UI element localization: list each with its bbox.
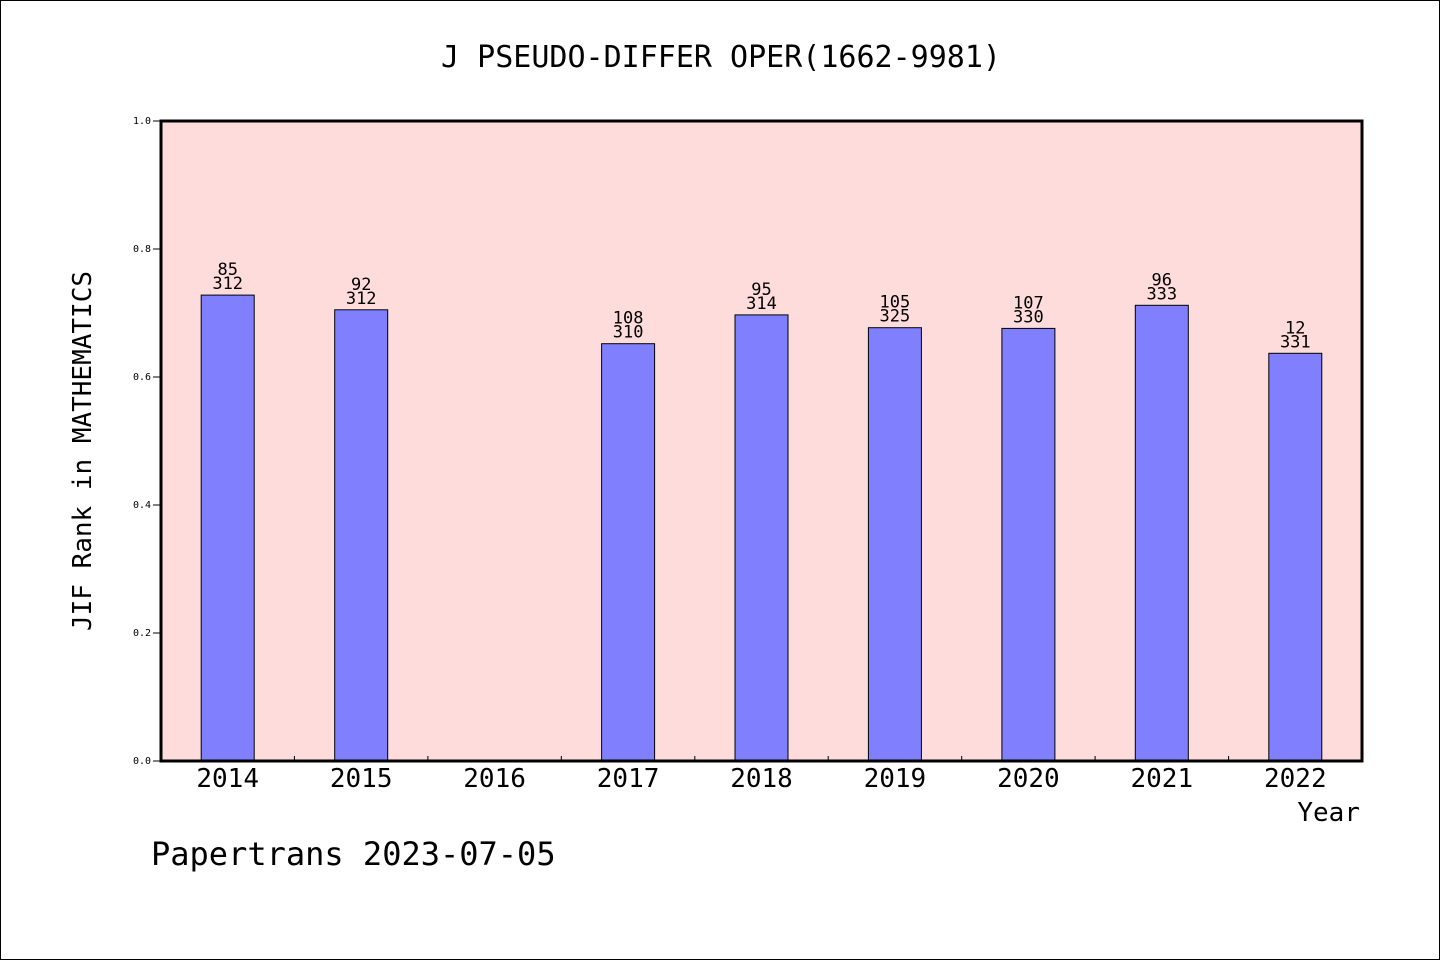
y-tick-label-0.4: 0.4	[133, 500, 151, 511]
total-label-2014: 312	[212, 274, 243, 294]
rank-label-2020: 107	[1013, 293, 1044, 313]
bar-2021	[1134, 304, 1189, 762]
x-tick-label-2016: 2016	[463, 764, 526, 794]
bar-2019	[867, 327, 922, 762]
x-tick-label-2021: 2021	[1130, 764, 1193, 794]
total-label-2015: 312	[346, 289, 377, 309]
y-axis-label: JIF Rank in MATHEMATICS	[68, 271, 98, 631]
x-axis: 2014 2015 2016 2017 2018 2019 2020 2021 2022	[196, 756, 1327, 794]
bar-2018	[734, 314, 789, 762]
x-tick-label-2017: 2017	[597, 764, 660, 794]
x-tick-label-2014: 2014	[196, 764, 259, 794]
bar-2017	[601, 343, 656, 762]
x-tick-label-2022: 2022	[1264, 764, 1327, 794]
rank-label-2018: 95	[751, 280, 771, 300]
chart-title: J PSEUDO-DIFFER OPER(1662-9981)	[441, 40, 1001, 75]
rank-label-2021: 96	[1152, 270, 1172, 290]
y-tick-label-0.8: 0.8	[133, 244, 151, 255]
x-tick-label-2015: 2015	[330, 764, 393, 794]
bars-group	[200, 294, 1323, 762]
rank-label-2019: 105	[880, 293, 911, 313]
y-axis: 0.0 0.2 0.4 0.6 0.8 1.0	[133, 116, 161, 767]
total-label-2018: 314	[746, 294, 777, 314]
y-tick-label-0.6: 0.6	[133, 372, 151, 383]
footer-credit: Papertrans 2023-07-05	[151, 835, 556, 873]
x-tick-label-2019: 2019	[864, 764, 927, 794]
x-axis-label: Year	[1297, 798, 1360, 828]
x-tick-label-2020: 2020	[997, 764, 1060, 794]
bar-2022	[1268, 352, 1323, 762]
x-tick-label-2018: 2018	[730, 764, 793, 794]
plot-border	[159, 119, 1364, 763]
rank-label-2014: 85	[217, 260, 237, 280]
rank-label-2015: 92	[351, 275, 371, 295]
y-tick-label-1.0: 1.0	[133, 116, 151, 127]
bar-2015	[334, 309, 389, 762]
total-label-2021: 333	[1146, 284, 1177, 304]
rank-label-2022: 12	[1285, 318, 1305, 338]
total-label-2019: 325	[880, 307, 911, 327]
total-label-2020: 330	[1013, 307, 1044, 327]
rank-label-2017: 108	[613, 309, 644, 329]
total-label-2017: 310	[613, 323, 644, 343]
bar-2014	[200, 294, 255, 762]
y-tick-label-0.0: 0.0	[133, 756, 151, 767]
bar-2020	[1001, 327, 1056, 762]
total-label-2022: 331	[1280, 332, 1311, 352]
y-tick-label-0.2: 0.2	[133, 628, 151, 639]
